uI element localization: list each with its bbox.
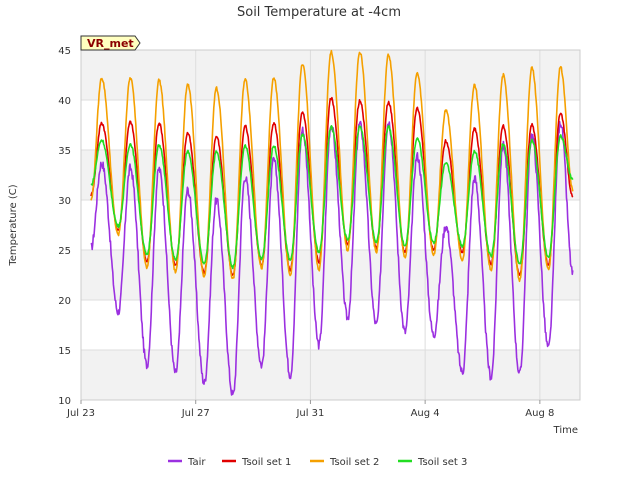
y-axis-ticks: 10 15 20 25 30 35 40 45	[58, 46, 71, 407]
x-tick-label: Aug 8	[525, 408, 554, 419]
x-axis-label: Time	[553, 425, 578, 436]
vr-met-badge: VR_met	[80, 35, 141, 51]
plot-area-border	[80, 49, 581, 401]
y-tick-label: 10	[58, 396, 71, 407]
series-lines	[90, 49, 574, 396]
y-tick-label: 25	[58, 246, 71, 257]
background-band	[81, 250, 580, 300]
badge-label: VR_met	[87, 37, 134, 50]
y-tick-label: 40	[58, 96, 71, 107]
x-tick-label: Jul 23	[66, 408, 95, 419]
y-tick-label: 20	[58, 296, 71, 307]
y-tick-label: 35	[58, 146, 71, 157]
legend-label: Tsoil set 2	[329, 457, 379, 468]
x-tick-label: Jul 27	[181, 408, 210, 419]
legend-label: Tsoil set 1	[241, 457, 291, 468]
y-tick-label: 45	[58, 46, 71, 57]
chart-title: Soil Temperature at -4cm	[237, 5, 401, 20]
y-tick-label: 15	[58, 346, 71, 357]
y-tick-label: 30	[58, 196, 71, 207]
background-band	[81, 350, 580, 400]
x-tick-label: Jul 31	[295, 408, 324, 419]
x-tick-label: Aug 4	[411, 408, 440, 419]
legend: Tair Tsoil set 1 Tsoil set 2 Tsoil set 3	[168, 457, 467, 468]
legend-label: Tair	[187, 457, 206, 468]
x-axis-ticks: Jul 23 Jul 27 Jul 31 Aug 4 Aug 8	[66, 400, 554, 419]
y-axis-label: Temperature (C)	[8, 184, 19, 266]
series-line-tsoil-set-3	[90, 124, 574, 270]
legend-label: Tsoil set 3	[417, 457, 467, 468]
